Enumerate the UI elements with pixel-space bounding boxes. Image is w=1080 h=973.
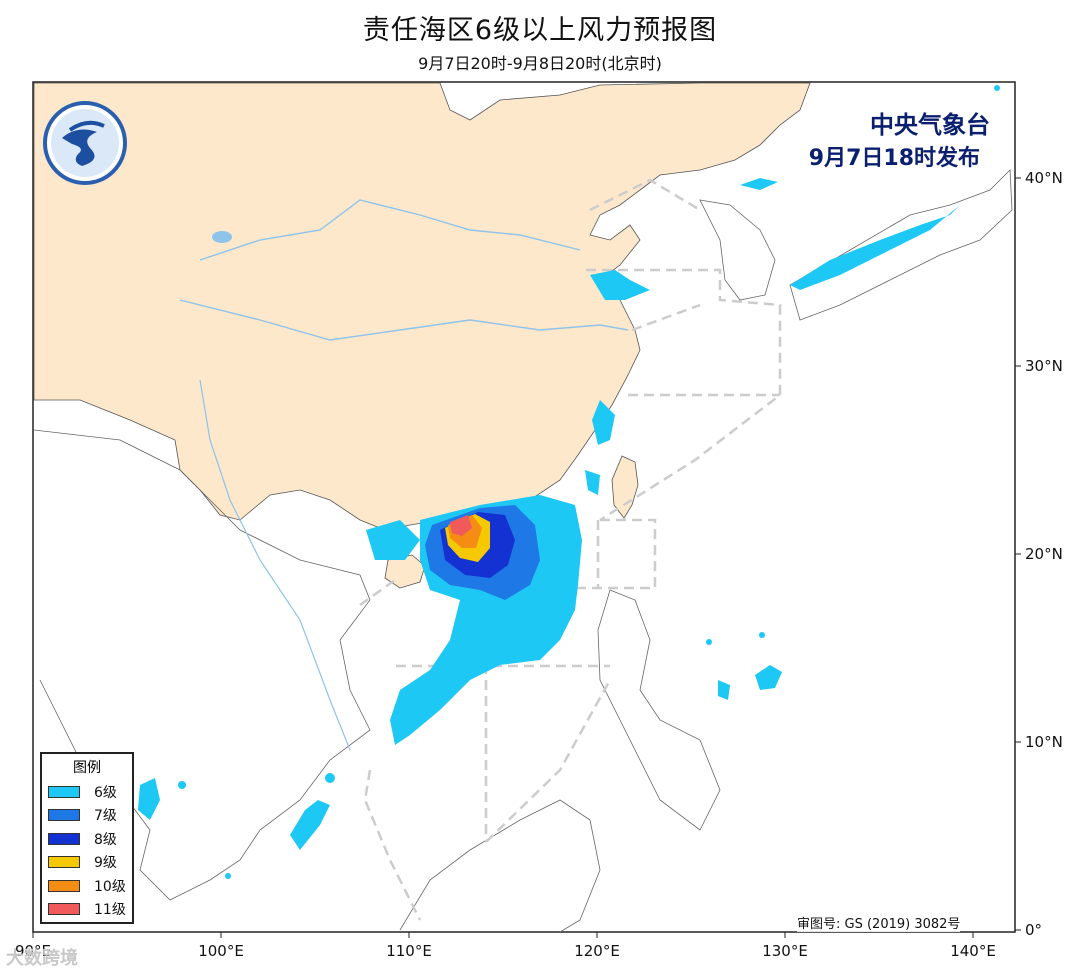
legend-label: 9级 bbox=[94, 855, 117, 872]
legend-label: 10级 bbox=[94, 878, 126, 895]
map-subtitle: 9月7日20时-9月8日20时(北京时) bbox=[418, 54, 662, 73]
legend-swatch bbox=[48, 785, 80, 798]
river-yellow bbox=[199, 199, 581, 261]
river-mekong bbox=[199, 379, 351, 751]
legend-label: 11级 bbox=[94, 902, 126, 919]
x-tick-label: 90°E bbox=[15, 942, 51, 960]
issuer-name: 中央气象台 bbox=[870, 111, 990, 139]
legend-title: 图例 bbox=[73, 760, 101, 776]
map-title: 责任海区6级以上风力预报图 bbox=[362, 15, 718, 46]
hainan-island bbox=[384, 554, 426, 589]
legend-swatch bbox=[48, 832, 80, 845]
legend-item: 10级 bbox=[42, 874, 132, 898]
legend-swatch bbox=[48, 879, 80, 892]
legend-item: 7级 bbox=[42, 804, 132, 828]
river-yangtze bbox=[179, 299, 629, 341]
legend-label: 6级 bbox=[94, 784, 117, 801]
legend: 图例 6级 7级 8级 9级 10级 11级 bbox=[40, 752, 134, 924]
cma-logo bbox=[43, 101, 127, 185]
philippines-outline bbox=[597, 589, 721, 831]
y-tick-label: 0° bbox=[1025, 921, 1042, 939]
borneo-outline bbox=[399, 799, 601, 933]
legend-swatch bbox=[48, 809, 80, 822]
y-tick-label: 30°N bbox=[1025, 357, 1063, 375]
legend-label: 8级 bbox=[94, 831, 117, 848]
legend-item: 8级 bbox=[42, 827, 132, 851]
wind-zone-11 bbox=[450, 515, 472, 536]
x-tick-label: 120°E bbox=[574, 942, 620, 960]
watermark: 大数跨境 bbox=[6, 948, 78, 969]
y-tick-label: 10°N bbox=[1025, 733, 1063, 751]
lake-qinghai bbox=[212, 231, 232, 243]
issue-time: 9月7日18时发布 bbox=[808, 146, 980, 171]
legend-label: 7级 bbox=[94, 808, 117, 825]
legend-item: 6级 bbox=[42, 780, 132, 804]
indochina-outline bbox=[33, 429, 371, 901]
axis-ticks bbox=[32, 177, 1021, 938]
y-tick-label: 20°N bbox=[1025, 545, 1063, 563]
legend-swatch bbox=[48, 903, 80, 916]
y-tick-label: 40°N bbox=[1025, 169, 1063, 187]
japan-outline bbox=[789, 169, 1013, 321]
x-tick-label: 110°E bbox=[386, 942, 432, 960]
x-tick-label: 100°E bbox=[198, 942, 244, 960]
x-tick-label: 130°E bbox=[762, 942, 808, 960]
legend-swatch bbox=[48, 856, 80, 869]
x-tick-label: 140°E bbox=[950, 942, 996, 960]
legend-item: 11级 bbox=[42, 898, 132, 922]
taiwan-island bbox=[611, 455, 639, 519]
legend-item: 9级 bbox=[42, 851, 132, 875]
korea-outline bbox=[699, 199, 776, 301]
approval-number: 审图号: GS (2019) 3082号 bbox=[797, 913, 961, 932]
